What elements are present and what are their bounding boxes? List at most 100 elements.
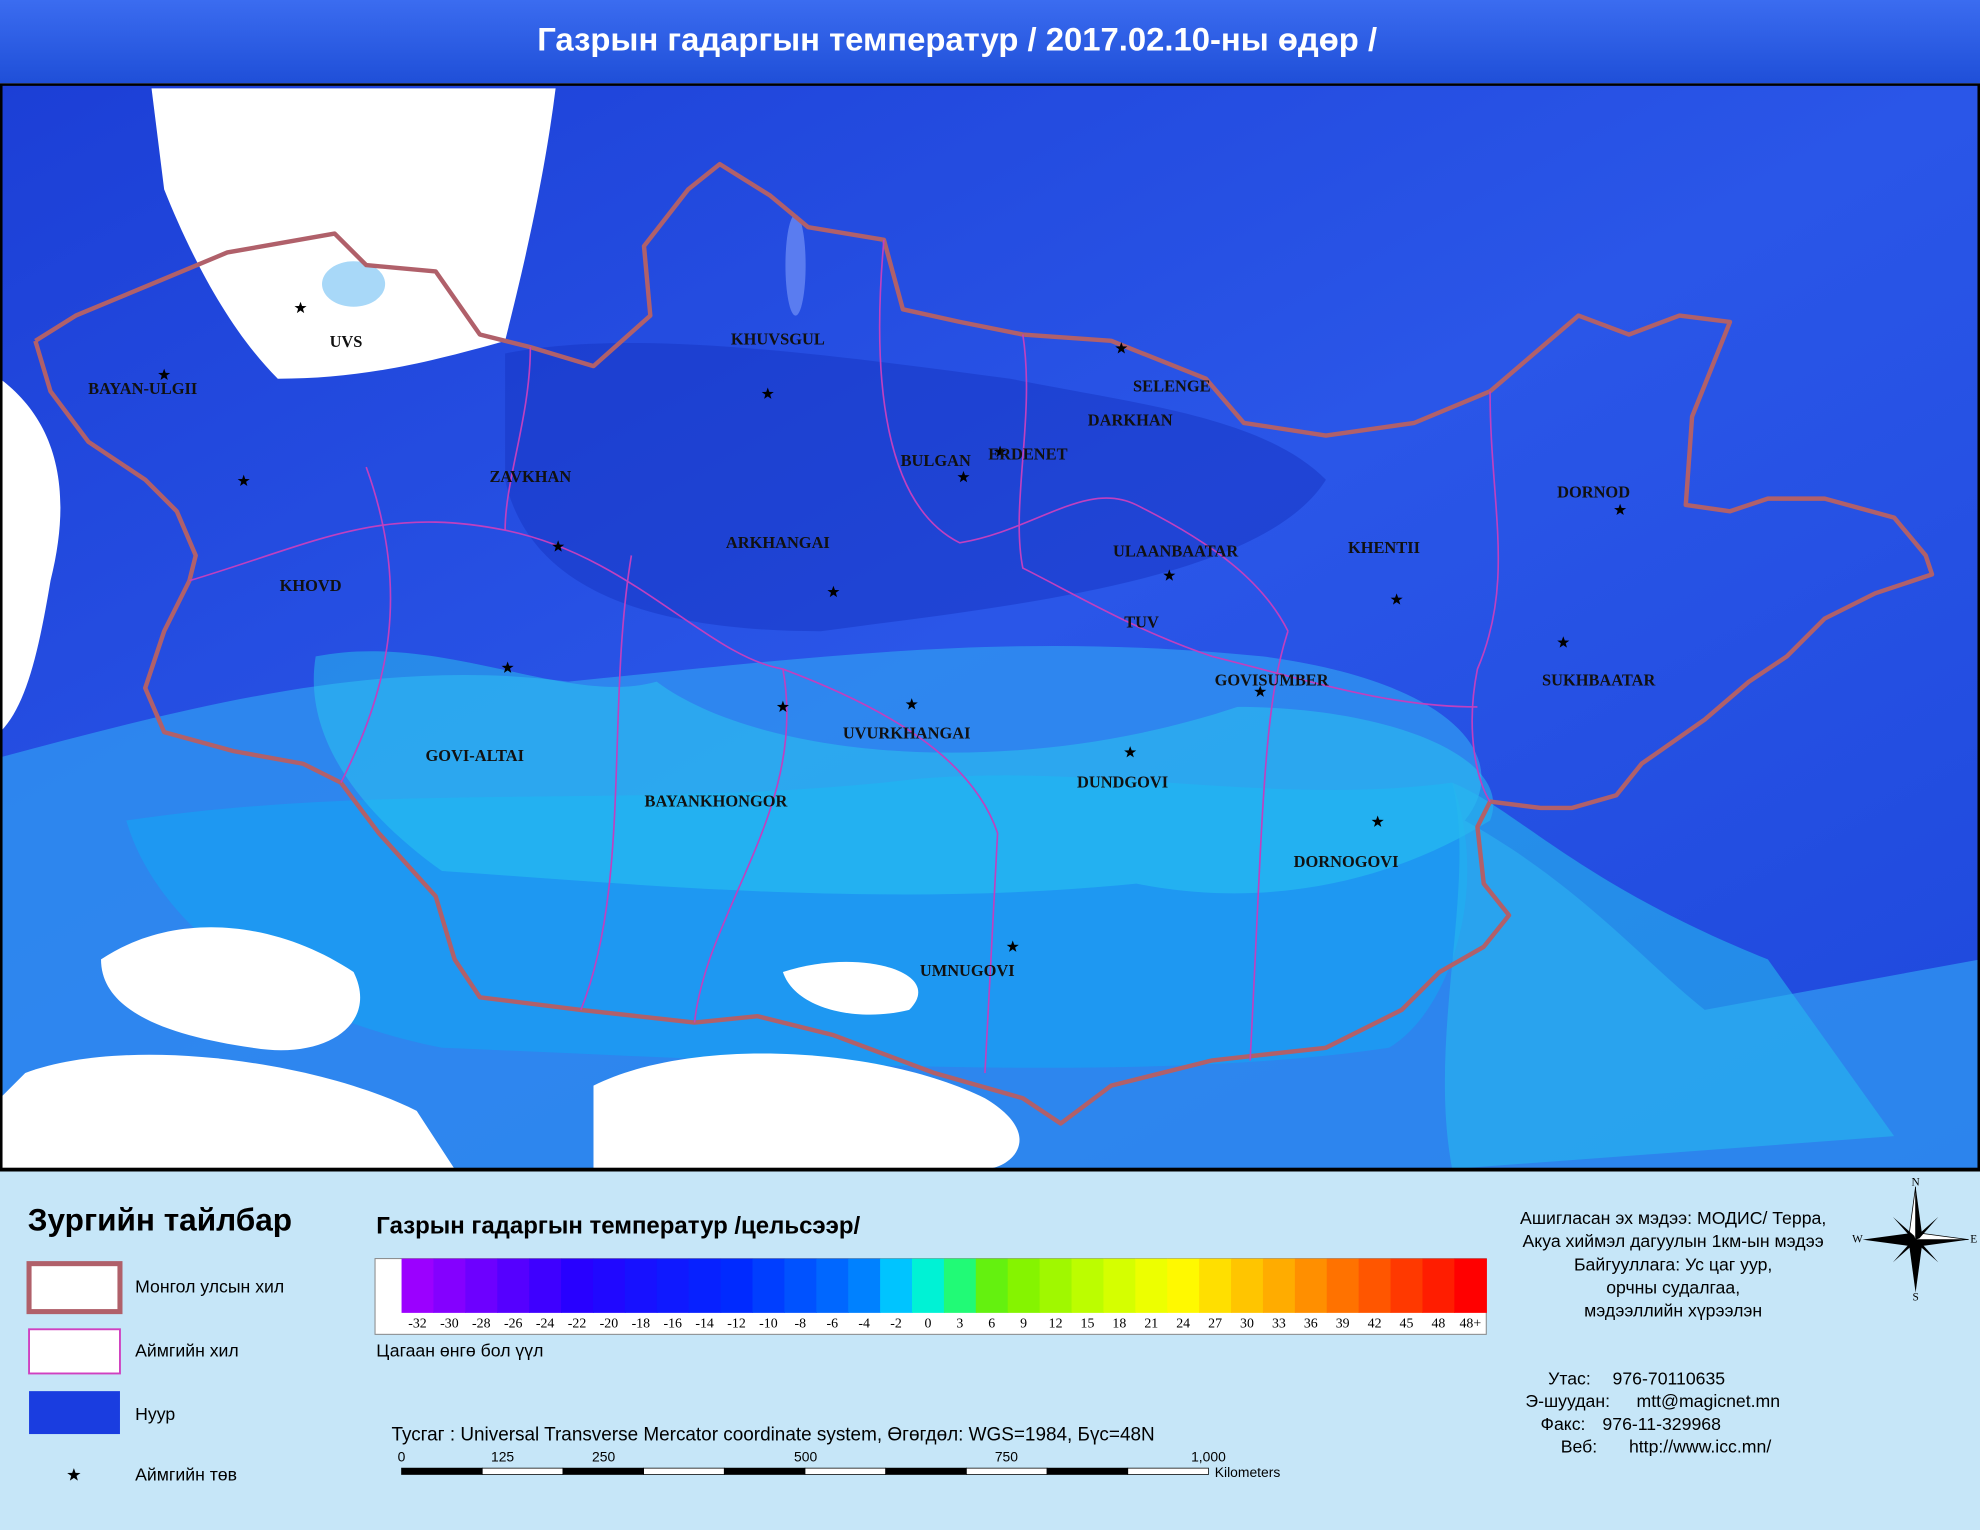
- color-cell: [880, 1258, 913, 1313]
- credit-line: Байгууллага: Ус цаг уур,: [1574, 1254, 1772, 1274]
- map: BAYAN-ULGII UVS KHUVSGUL SELENGE DARKHAN ERDE…: [1, 84, 1979, 1169]
- color-tick: 21: [1144, 1316, 1158, 1331]
- color-cell: [1454, 1258, 1487, 1313]
- legend-swatch: [29, 1391, 120, 1435]
- color-cell: [1294, 1258, 1328, 1313]
- province-label: BAYANKHONGOR: [645, 792, 788, 811]
- province-label: KHUVSGUL: [731, 330, 825, 349]
- color-tick: 24: [1176, 1316, 1190, 1331]
- color-tick: -2: [890, 1316, 902, 1331]
- color-cell: [848, 1258, 881, 1313]
- color-tick: 6: [988, 1316, 995, 1331]
- contact-label: Веб:: [1561, 1437, 1597, 1457]
- province-label: ZAVKHAN: [489, 467, 571, 486]
- color-tick: 48+: [1459, 1316, 1481, 1331]
- credits: Ашигласан эх мэдээ: МОДИС/ Терра, Акуа хи…: [1520, 1208, 1826, 1320]
- legend-items: Монгол улсын хил Аймгийн хил Нуур Аймгийн т…: [135, 1276, 284, 1484]
- province-label: ULAANBAATAR: [1113, 542, 1238, 561]
- color-tick: -24: [536, 1316, 555, 1331]
- color-cell: [1422, 1258, 1455, 1313]
- province-label: SELENGE: [1133, 376, 1211, 395]
- color-tick: -30: [440, 1316, 459, 1331]
- color-cell: [720, 1258, 754, 1313]
- compass: N S E W: [1852, 1176, 1977, 1303]
- color-tick: 9: [1020, 1316, 1027, 1331]
- province-label: DORNOD: [1557, 482, 1630, 501]
- distance-segment: [643, 1467, 725, 1475]
- warm-region: [126, 775, 1468, 1068]
- cloud: [782, 961, 919, 1015]
- province-label: SUKHBAATAR: [1542, 670, 1656, 689]
- province-label: ERDENET: [988, 444, 1067, 463]
- credit-line: орчны судалгаа,: [1606, 1277, 1740, 1297]
- color-cell: [975, 1258, 1009, 1313]
- legend-title: Зургийн тайлбар: [28, 1201, 292, 1237]
- color-cell: [1262, 1258, 1296, 1313]
- lake: [322, 261, 386, 307]
- color-tick: 45: [1400, 1316, 1414, 1331]
- legend-swatch: [26, 1261, 123, 1315]
- credit-line: Ашигласан эх мэдээ: МОДИС/ Терра,: [1520, 1208, 1826, 1228]
- color-cell: [529, 1258, 562, 1313]
- cloud: [593, 1053, 1020, 1169]
- color-tick: 27: [1208, 1316, 1222, 1331]
- distance-segment: [966, 1467, 1048, 1475]
- color-tick: 3: [956, 1316, 963, 1331]
- legend-item: Аймгийн хил: [135, 1341, 239, 1361]
- color-cell: [1071, 1258, 1105, 1313]
- distance-segment: [562, 1467, 645, 1475]
- legend-item: Нуур: [135, 1404, 175, 1424]
- warm-region: [313, 651, 1494, 895]
- color-cell: [1103, 1258, 1136, 1313]
- color-cell: [816, 1258, 849, 1313]
- colorbar: -32 -30 -28 -26 -24 -22 -20 -18 -16 -14 -12 -10 -8 -6…: [401, 1258, 1487, 1331]
- color-tick: -14: [695, 1316, 714, 1331]
- color-tick: 15: [1081, 1316, 1095, 1331]
- header-bar: [0, 0, 1980, 84]
- color-cell: [1167, 1258, 1200, 1313]
- color-cell: [784, 1258, 817, 1313]
- distance-tick: 250: [592, 1449, 615, 1465]
- color-tick: 30: [1240, 1316, 1254, 1331]
- color-tick: 36: [1304, 1316, 1318, 1331]
- color-tick: -32: [408, 1316, 427, 1331]
- color-cell: [433, 1258, 466, 1313]
- color-tick: -16: [663, 1316, 682, 1331]
- color-cell: [1326, 1258, 1360, 1313]
- color-cell: [401, 1258, 435, 1313]
- color-cell: [465, 1258, 498, 1313]
- province-label: UVS: [330, 332, 363, 351]
- color-tick: -22: [568, 1316, 587, 1331]
- credit-line: Акуа хиймэл дагуулын 1км-ын мэдээ: [1523, 1231, 1824, 1251]
- color-cell: [912, 1258, 945, 1313]
- legend-swatch: [28, 1328, 121, 1375]
- contact-value: mtt@magicnet.mn: [1637, 1391, 1781, 1411]
- color-cell: [688, 1258, 722, 1313]
- distance-segment: [1127, 1467, 1209, 1475]
- color-cell: [1039, 1258, 1073, 1313]
- color-tick: 0: [924, 1316, 931, 1331]
- color-tick: -26: [504, 1316, 523, 1331]
- color-tick: -10: [759, 1316, 778, 1331]
- contact-value: 976-11-329968: [1602, 1414, 1721, 1434]
- color-tick: 33: [1272, 1316, 1286, 1331]
- distance-tick: 125: [491, 1449, 514, 1465]
- contact-label: Э-шуудан:: [1525, 1391, 1610, 1411]
- color-tick: 12: [1049, 1316, 1063, 1331]
- color-cell: [1199, 1258, 1232, 1313]
- province-label: TUV: [1124, 612, 1159, 631]
- province-label: BAYAN-ULGII: [88, 379, 197, 398]
- color-cell: [592, 1258, 626, 1313]
- legend-item: Аймгийн төв: [135, 1464, 237, 1484]
- contact-label: Утас:: [1548, 1368, 1591, 1388]
- scale-title: Газрын гадаргын температур /цельсээр/: [376, 1212, 860, 1239]
- color-tick: 48: [1431, 1316, 1445, 1331]
- distance-segment: [723, 1467, 806, 1475]
- color-tick: -8: [795, 1316, 807, 1331]
- color-cell: [1358, 1258, 1392, 1313]
- color-tick: -28: [472, 1316, 491, 1331]
- title: Газрын гадаргын температур / 2017.02.10-…: [537, 20, 1377, 57]
